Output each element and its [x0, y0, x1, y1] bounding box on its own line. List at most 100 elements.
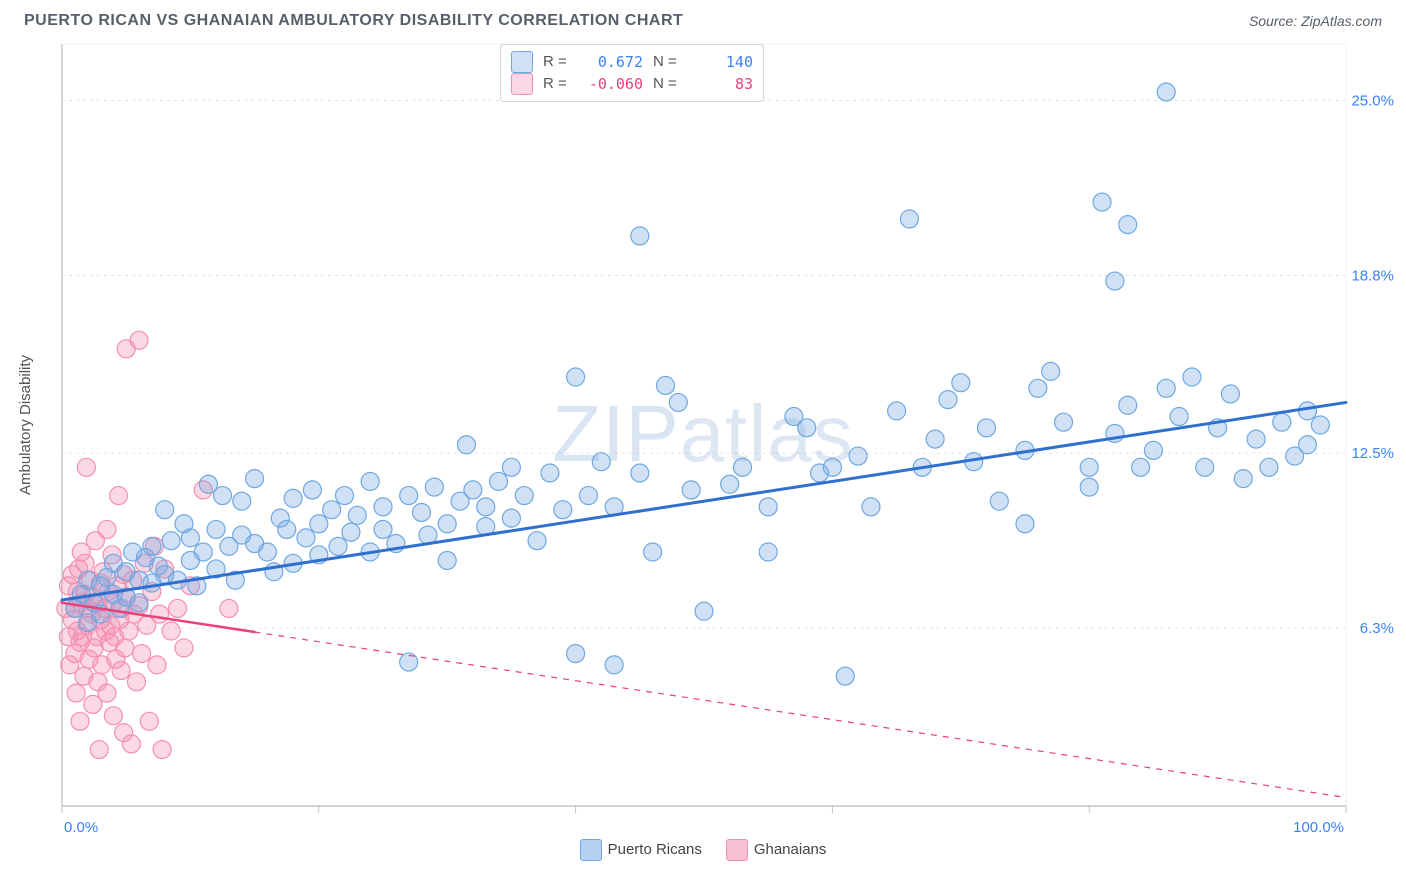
data-point — [143, 537, 161, 555]
n-label: N = — [653, 51, 683, 73]
data-point — [888, 402, 906, 420]
data-point — [952, 374, 970, 392]
n-value: 140 — [693, 51, 753, 73]
data-point — [335, 487, 353, 505]
data-point — [98, 684, 116, 702]
data-point — [156, 501, 174, 519]
data-point — [990, 492, 1008, 510]
correlation-row: R = 0.672 N = 140 — [511, 51, 753, 73]
data-point — [644, 543, 662, 561]
data-point — [130, 331, 148, 349]
data-point — [148, 656, 166, 674]
data-point — [457, 436, 475, 454]
data-point — [112, 662, 130, 680]
r-value: 0.672 — [583, 51, 643, 73]
data-point — [76, 554, 94, 572]
n-value: 83 — [693, 73, 753, 95]
data-point — [1157, 83, 1175, 101]
data-point — [122, 735, 140, 753]
data-point — [169, 599, 187, 617]
data-point — [374, 498, 392, 516]
data-point — [67, 684, 85, 702]
y-tick-label: 6.3% — [1360, 620, 1394, 637]
data-point — [1106, 272, 1124, 290]
data-point — [669, 393, 687, 411]
data-point — [90, 741, 108, 759]
data-point — [1119, 396, 1137, 414]
data-point — [554, 501, 572, 519]
data-point — [329, 537, 347, 555]
data-point — [1119, 216, 1137, 234]
data-point — [1016, 515, 1034, 533]
data-point — [361, 472, 379, 490]
data-point — [1042, 362, 1060, 380]
data-point — [1183, 368, 1201, 386]
correlation-legend: R = 0.672 N = 140R =-0.060N =83 — [500, 44, 764, 102]
data-point — [502, 458, 520, 476]
y-tick-label: 18.8% — [1351, 267, 1394, 284]
data-point — [656, 376, 674, 394]
data-point — [1144, 441, 1162, 459]
data-point — [515, 487, 533, 505]
data-point — [323, 501, 341, 519]
data-point — [477, 498, 495, 516]
data-point — [849, 447, 867, 465]
data-point — [77, 458, 95, 476]
data-point — [310, 515, 328, 533]
chart-area: 6.3%12.5%18.8%25.0%0.0%100.0%Ambulatory … — [0, 36, 1406, 866]
data-point — [1311, 416, 1329, 434]
legend-label: Ghanaians — [754, 841, 827, 858]
r-label: R = — [543, 51, 573, 73]
chart-title: PUERTO RICAN VS GHANAIAN AMBULATORY DISA… — [24, 12, 683, 30]
r-value: -0.060 — [583, 73, 643, 95]
data-point — [246, 470, 264, 488]
data-point — [162, 622, 180, 640]
data-point — [133, 645, 151, 663]
data-point — [1055, 413, 1073, 431]
correlation-row: R =-0.060N =83 — [511, 73, 753, 95]
data-point — [1260, 458, 1278, 476]
legend-swatch — [511, 73, 533, 95]
data-point — [464, 481, 482, 499]
data-point — [1247, 430, 1265, 448]
data-point — [71, 712, 89, 730]
chart-header: PUERTO RICAN VS GHANAIAN AMBULATORY DISA… — [0, 0, 1406, 36]
data-point — [438, 551, 456, 569]
data-point — [605, 656, 623, 674]
data-point — [977, 419, 995, 437]
data-point — [297, 529, 315, 547]
data-point — [284, 489, 302, 507]
data-point — [109, 487, 127, 505]
y-tick-label: 12.5% — [1351, 445, 1394, 462]
data-point — [759, 498, 777, 516]
data-point — [400, 487, 418, 505]
data-point — [1196, 458, 1214, 476]
data-point — [721, 475, 739, 493]
data-point — [127, 673, 145, 691]
data-point — [140, 712, 158, 730]
data-point — [682, 481, 700, 499]
data-point — [1132, 458, 1150, 476]
data-point — [1029, 379, 1047, 397]
data-point — [502, 509, 520, 527]
scatter-chart: 6.3%12.5%18.8%25.0%0.0%100.0%Ambulatory … — [0, 36, 1406, 866]
data-point — [734, 458, 752, 476]
data-point — [342, 523, 360, 541]
data-point — [567, 645, 585, 663]
legend-swatch — [580, 839, 602, 861]
data-point — [400, 653, 418, 671]
data-point — [798, 419, 816, 437]
data-point — [939, 391, 957, 409]
y-axis-title: Ambulatory Disability — [17, 354, 34, 495]
legend-swatch — [726, 839, 748, 861]
data-point — [567, 368, 585, 386]
y-tick-label: 25.0% — [1351, 92, 1394, 109]
data-point — [233, 492, 251, 510]
data-point — [425, 478, 443, 496]
data-point — [162, 532, 180, 550]
data-point — [592, 453, 610, 471]
data-point — [151, 605, 169, 623]
data-point — [120, 622, 138, 640]
data-point — [579, 487, 597, 505]
data-point — [98, 520, 116, 538]
